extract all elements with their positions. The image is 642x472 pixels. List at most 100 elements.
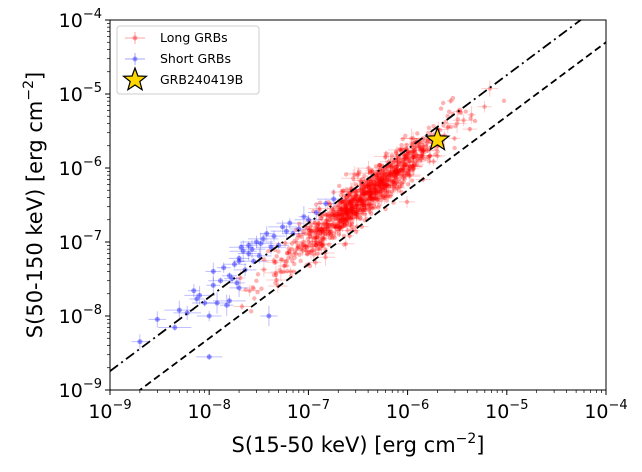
long-grb-point: [344, 203, 350, 208]
long-grb-point: [337, 224, 342, 230]
long-grb-point: [391, 185, 396, 190]
long-grb-point: [255, 272, 261, 277]
long-grb-point: [402, 176, 407, 181]
long-grb-point: [368, 211, 374, 216]
long-grb-point: [388, 192, 394, 197]
long-grb-point: [316, 227, 321, 232]
long-grb-point: [379, 188, 385, 193]
long-grb-point: [252, 296, 257, 301]
long-grb-point: [407, 159, 412, 164]
long-grb-point: [351, 195, 357, 200]
long-grb-point: [368, 189, 374, 195]
long-grb-point: [383, 171, 389, 177]
long-grb-point: [396, 169, 401, 174]
long-grb-point: [365, 180, 370, 186]
long-grb-point: [357, 206, 362, 212]
long-grb-point: [368, 194, 373, 200]
long-grb-point: [364, 184, 370, 189]
long-grb-point: [383, 188, 388, 193]
long-grb-point: [376, 205, 381, 210]
long-grb-point: [342, 218, 347, 223]
long-grb-point: [369, 178, 374, 183]
long-grb-point: [313, 240, 318, 246]
long-grb-point: [306, 231, 312, 237]
long-grb-point: [330, 234, 336, 239]
long-grb-point: [355, 203, 360, 209]
long-grb-point: [349, 224, 354, 229]
long-grb-point: [362, 205, 367, 210]
long-grb-point: [293, 251, 299, 256]
long-grb-point: [344, 202, 349, 207]
long-grb-point: [338, 208, 343, 213]
long-grb-point: [418, 153, 424, 158]
long-grb-point: [398, 159, 403, 164]
long-grb-point: [329, 206, 335, 211]
long-grb-point: [374, 173, 379, 178]
long-grb-point: [317, 206, 322, 211]
long-grb-point: [374, 181, 379, 186]
long-grb-point: [355, 200, 360, 206]
long-grb-point: [385, 183, 390, 189]
long-grb-point: [355, 213, 360, 218]
long-grb-point: [320, 242, 325, 247]
long-grb-point: [384, 179, 390, 185]
legend-marker-long-grbs: [132, 35, 138, 41]
long-grb-point: [321, 224, 326, 230]
long-grb-point: [349, 200, 354, 205]
long-grb-point: [362, 191, 367, 196]
short-grb-point: [287, 220, 293, 226]
long-grb-point: [377, 183, 382, 188]
long-grb-point: [348, 200, 353, 205]
long-grb-point: [446, 124, 451, 129]
long-grb-point: [322, 221, 327, 227]
long-grb-point: [344, 195, 349, 200]
long-grb-point: [364, 190, 369, 196]
long-grb-point: [386, 173, 391, 179]
long-grb-point: [335, 228, 340, 233]
long-grb-point: [353, 212, 358, 217]
long-grb-point: [337, 212, 342, 217]
long-grb-point: [358, 187, 363, 192]
short-grbs-series: [137, 196, 337, 360]
y-tick-label: 10−9: [59, 377, 102, 402]
long-grb-point: [362, 200, 367, 205]
long-grb-point: [366, 196, 372, 201]
long-grb-point: [334, 224, 339, 229]
long-grb-point: [425, 148, 430, 153]
long-grb-point: [373, 187, 378, 192]
long-grb-point: [371, 186, 376, 191]
long-grb-point: [360, 192, 366, 197]
long-grb-point: [334, 211, 340, 216]
long-grb-point: [316, 228, 322, 233]
long-grb-point: [350, 216, 355, 221]
long-grb-point: [345, 210, 351, 216]
long-grb-point: [383, 172, 388, 177]
long-grb-point: [358, 215, 363, 221]
long-grb-point: [401, 166, 406, 171]
long-grb-point: [314, 227, 319, 232]
long-grb-point: [419, 147, 424, 152]
long-grb-point: [335, 217, 341, 222]
long-grb-point: [388, 171, 393, 177]
long-grb-point: [338, 218, 343, 223]
long-grb-point: [379, 176, 384, 181]
long-grb-point: [351, 197, 357, 202]
long-grb-point: [394, 163, 400, 168]
long-grb-point: [325, 222, 330, 228]
long-grb-point: [315, 246, 320, 251]
long-grb-point: [350, 195, 356, 200]
long-grb-point: [314, 224, 319, 229]
long-grb-point: [360, 191, 365, 196]
long-grb-point: [347, 209, 353, 214]
short-grb-point: [301, 214, 307, 220]
long-grb-point: [394, 170, 399, 175]
long-grb-point: [402, 153, 408, 158]
long-grb-point: [400, 165, 405, 171]
long-grb-point: [406, 154, 412, 159]
long-grb-point: [306, 236, 311, 241]
long-grb-point: [404, 156, 409, 161]
long-grb-point: [397, 147, 403, 152]
long-grb-point: [401, 157, 406, 162]
long-grb-point: [415, 131, 420, 136]
long-grb-point: [388, 183, 393, 188]
